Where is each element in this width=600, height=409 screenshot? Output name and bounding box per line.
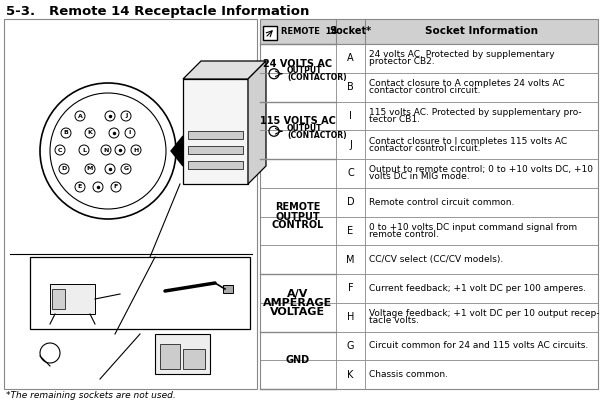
Text: CC/CV select (CC/CV models).: CC/CV select (CC/CV models). bbox=[369, 255, 503, 264]
Text: 24 volts AC. Protected by supplementary: 24 volts AC. Protected by supplementary bbox=[369, 50, 554, 59]
Bar bbox=[50, 284, 95, 314]
Bar bbox=[52, 289, 65, 309]
Bar bbox=[260, 19, 598, 44]
Text: M: M bbox=[346, 255, 355, 265]
Bar bbox=[223, 285, 233, 293]
Text: 115 VOLTS AC: 115 VOLTS AC bbox=[260, 116, 336, 126]
Text: E: E bbox=[347, 226, 353, 236]
Text: C: C bbox=[347, 169, 354, 178]
Text: (CONTACTOR): (CONTACTOR) bbox=[287, 73, 347, 82]
Text: Contact closure to I completes 115 volts AC: Contact closure to I completes 115 volts… bbox=[369, 137, 567, 146]
Text: A: A bbox=[77, 114, 82, 119]
Text: 5-3.   Remote 14 Receptacle Information: 5-3. Remote 14 Receptacle Information bbox=[6, 5, 310, 18]
Polygon shape bbox=[171, 136, 183, 166]
Text: F: F bbox=[114, 184, 118, 189]
Bar bbox=[4, 19, 257, 389]
Text: REMOTE: REMOTE bbox=[275, 202, 320, 213]
Text: REMOTE  14: REMOTE 14 bbox=[281, 27, 337, 36]
Text: protector CB2.: protector CB2. bbox=[369, 57, 434, 66]
Text: G: G bbox=[347, 341, 354, 351]
Text: 115 volts AC. Protected by supplementary pro-: 115 volts AC. Protected by supplementary… bbox=[369, 108, 581, 117]
Bar bbox=[30, 257, 250, 329]
Text: D: D bbox=[347, 197, 355, 207]
Bar bbox=[188, 161, 243, 169]
Text: 0 to +10 volts DC input command signal from: 0 to +10 volts DC input command signal f… bbox=[369, 223, 577, 232]
Text: C: C bbox=[58, 148, 62, 153]
Text: OUTPUT: OUTPUT bbox=[287, 66, 323, 75]
Text: J: J bbox=[349, 139, 352, 150]
Text: Circuit common for 24 and 115 volts AC circuits.: Circuit common for 24 and 115 volts AC c… bbox=[369, 342, 588, 351]
Text: Contact closure to A completes 24 volts AC: Contact closure to A completes 24 volts … bbox=[369, 79, 565, 88]
Text: GND: GND bbox=[286, 355, 310, 365]
Bar bbox=[183, 349, 205, 369]
Text: H: H bbox=[347, 312, 354, 322]
Bar bbox=[183, 79, 248, 184]
Text: 24 VOLTS AC: 24 VOLTS AC bbox=[263, 59, 332, 69]
Text: A: A bbox=[347, 54, 354, 63]
Polygon shape bbox=[183, 61, 266, 79]
Text: Socket*: Socket* bbox=[329, 27, 371, 36]
Text: remote control.: remote control. bbox=[369, 230, 439, 239]
Text: contactor control circuit.: contactor control circuit. bbox=[369, 86, 481, 95]
Text: Remote control circuit common.: Remote control circuit common. bbox=[369, 198, 514, 207]
Text: Chassis common.: Chassis common. bbox=[369, 370, 448, 379]
Bar bbox=[263, 26, 277, 40]
Bar bbox=[260, 44, 598, 389]
Text: (CONTACTOR): (CONTACTOR) bbox=[287, 131, 347, 140]
Text: Output to remote control; 0 to +10 volts DC, +10: Output to remote control; 0 to +10 volts… bbox=[369, 165, 593, 174]
Text: CONTROL: CONTROL bbox=[272, 220, 324, 231]
Polygon shape bbox=[248, 61, 266, 184]
Text: VOLTAGE: VOLTAGE bbox=[271, 307, 326, 317]
Text: tacle volts.: tacle volts. bbox=[369, 316, 419, 325]
Bar bbox=[188, 146, 243, 154]
Bar bbox=[155, 334, 210, 374]
Text: Voltage feedback; +1 volt DC per 10 output recep-: Voltage feedback; +1 volt DC per 10 outp… bbox=[369, 309, 599, 318]
Text: tector CB1.: tector CB1. bbox=[369, 115, 420, 124]
Text: contactor control circuit.: contactor control circuit. bbox=[369, 144, 481, 153]
Text: OUTPUT: OUTPUT bbox=[287, 124, 323, 133]
Text: AMPERAGE: AMPERAGE bbox=[263, 298, 332, 308]
Text: M: M bbox=[87, 166, 93, 171]
Text: G: G bbox=[124, 166, 128, 171]
Bar bbox=[188, 131, 243, 139]
Text: D: D bbox=[61, 166, 67, 171]
Text: B: B bbox=[64, 130, 68, 135]
Text: I: I bbox=[129, 130, 131, 135]
Text: Current feedback; +1 volt DC per 100 amperes.: Current feedback; +1 volt DC per 100 amp… bbox=[369, 284, 586, 293]
Text: K: K bbox=[88, 130, 92, 135]
Text: K: K bbox=[347, 370, 353, 380]
Text: E: E bbox=[78, 184, 82, 189]
Text: H: H bbox=[133, 148, 139, 153]
Text: F: F bbox=[347, 283, 353, 293]
Text: *The remaining sockets are not used.: *The remaining sockets are not used. bbox=[6, 391, 176, 400]
Text: A/V: A/V bbox=[287, 289, 308, 299]
Bar bbox=[160, 344, 180, 369]
Text: B: B bbox=[347, 82, 354, 92]
Text: L: L bbox=[82, 148, 86, 153]
Text: I: I bbox=[349, 111, 352, 121]
Text: N: N bbox=[103, 148, 109, 153]
Text: Socket Information: Socket Information bbox=[425, 27, 538, 36]
Text: OUTPUT: OUTPUT bbox=[275, 211, 320, 222]
Text: volts DC in MIG mode.: volts DC in MIG mode. bbox=[369, 172, 470, 181]
Text: J: J bbox=[125, 114, 127, 119]
